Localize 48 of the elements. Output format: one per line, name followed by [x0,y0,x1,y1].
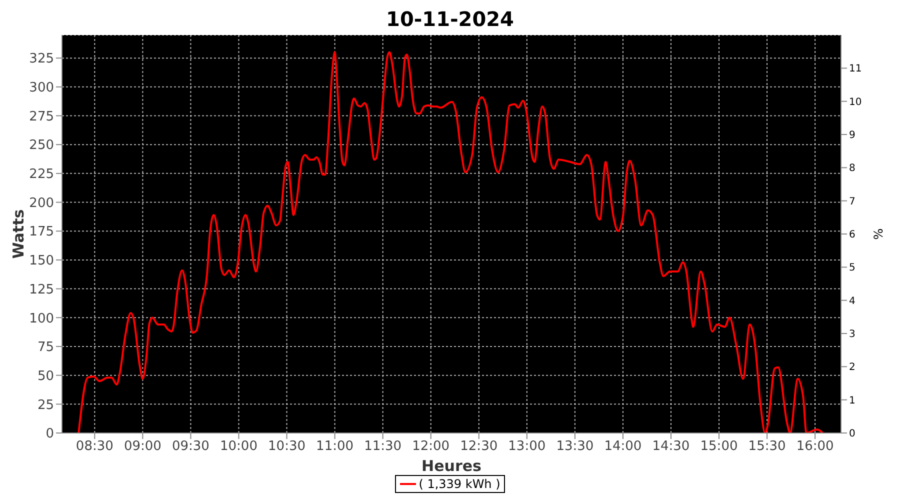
x-tick-label: 12:30 [460,439,498,454]
y-tick-label: 75 [37,340,54,356]
y2-axis-title: % [871,228,886,240]
y2-tick-label: 0 [849,428,856,440]
y2-tick-label: 7 [849,196,856,208]
y-tick-label: 325 [29,52,54,67]
line-series [78,51,824,433]
x-tick-label: 11:30 [364,439,402,454]
y-tick-label: 25 [37,398,54,413]
x-tick-label: 14:00 [604,439,642,454]
y-axis-title: Watts [9,209,28,259]
y2-tick-label: 11 [849,64,862,75]
y-tick-label: 250 [29,138,54,154]
x-tick-label: 08:30 [76,439,114,454]
legend-label: ( 1,339 kWh ) [418,477,500,491]
x-tick-label: 15:00 [700,439,738,454]
x-tick-label: 14:30 [652,439,690,454]
y2-tick-label: 1 [849,395,856,406]
y-tick-label: 275 [29,109,54,124]
y-tick-label: 175 [29,224,54,240]
y-tick-label: 0 [46,426,54,442]
y2-tick-label: 5 [849,262,856,274]
x-tick-label: 16:00 [796,439,834,454]
y-tick-label: 150 [29,254,54,269]
x-tick-label: 13:30 [556,439,594,454]
y2-tick-label: 2 [849,362,856,374]
x-axis-title: Heures [422,457,482,475]
y-tick-label: 300 [29,80,54,96]
y-tick-label: 225 [29,167,54,182]
x-tick-label: 13:00 [508,439,546,454]
y2-tick-label: 8 [849,163,856,174]
x-tick-label: 09:00 [124,439,162,454]
y2-tick-label: 3 [849,329,856,340]
x-tick-label: 15:30 [748,439,786,454]
x-tick-label: 10:30 [268,439,306,454]
x-tick-label: 09:30 [172,439,210,454]
y-tick-label: 125 [29,282,54,298]
chart-title: 10-11-2024 [385,7,515,33]
y-tick-label: 50 [37,368,54,384]
y2-tick-label: 9 [849,130,856,142]
y-tick-label: 100 [29,311,54,326]
x-tick-label: 10:00 [220,439,258,454]
y-tick-label: 200 [29,196,54,211]
x-tick-label: 12:00 [412,439,450,454]
y2-tick-label: 10 [849,96,862,108]
x-tick-label: 11:00 [316,439,354,454]
y2-tick-label: 4 [849,296,856,307]
y2-tick-label: 6 [849,230,856,241]
